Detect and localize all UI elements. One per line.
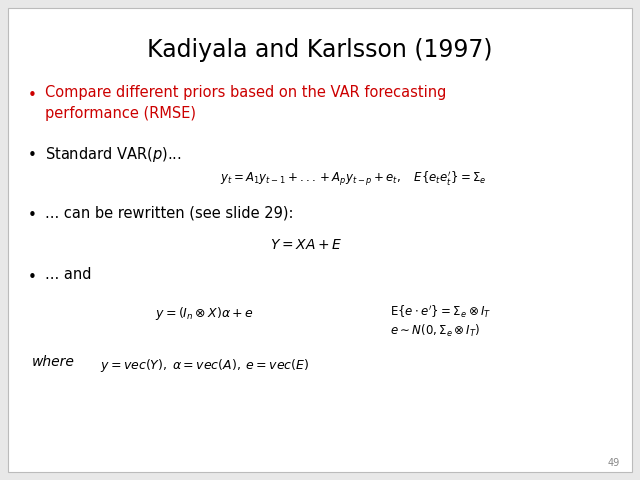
Text: •: • <box>28 208 37 223</box>
FancyBboxPatch shape <box>8 8 632 472</box>
Text: Kadiyala and Karlsson (1997): Kadiyala and Karlsson (1997) <box>147 38 493 62</box>
Text: $y = vec(Y), \; \alpha = vec(A), \; e = vec(E)$: $y = vec(Y), \; \alpha = vec(A), \; e = … <box>100 357 309 374</box>
Text: where: where <box>32 355 75 369</box>
Text: $y = (I_n \otimes X)\alpha + e$: $y = (I_n \otimes X)\alpha + e$ <box>155 305 254 322</box>
Text: •: • <box>28 88 37 103</box>
Text: $\mathrm{E}\{e \cdot e'\} = \Sigma_e \otimes I_T$: $\mathrm{E}\{e \cdot e'\} = \Sigma_e \ot… <box>390 303 491 320</box>
Text: $Y = XA + E$: $Y = XA + E$ <box>270 238 342 252</box>
Text: •: • <box>28 148 37 163</box>
Text: $y_t = A_1 y_{t-1} + ... + A_p y_{t-p} + e_t, \quad E\{e_t e_t'\} = \Sigma_e$: $y_t = A_1 y_{t-1} + ... + A_p y_{t-p} +… <box>220 170 486 189</box>
Text: ... and: ... and <box>45 267 92 282</box>
Text: •: • <box>28 270 37 285</box>
Text: Standard VAR($p$)...: Standard VAR($p$)... <box>45 145 182 164</box>
Text: Compare different priors based on the VAR forecasting
performance (RMSE): Compare different priors based on the VA… <box>45 85 446 121</box>
Text: 49: 49 <box>608 458 620 468</box>
Text: ... can be rewritten (see slide 29):: ... can be rewritten (see slide 29): <box>45 205 294 220</box>
Text: $e \sim N(0, \Sigma_e \otimes I_T)$: $e \sim N(0, \Sigma_e \otimes I_T)$ <box>390 323 481 339</box>
